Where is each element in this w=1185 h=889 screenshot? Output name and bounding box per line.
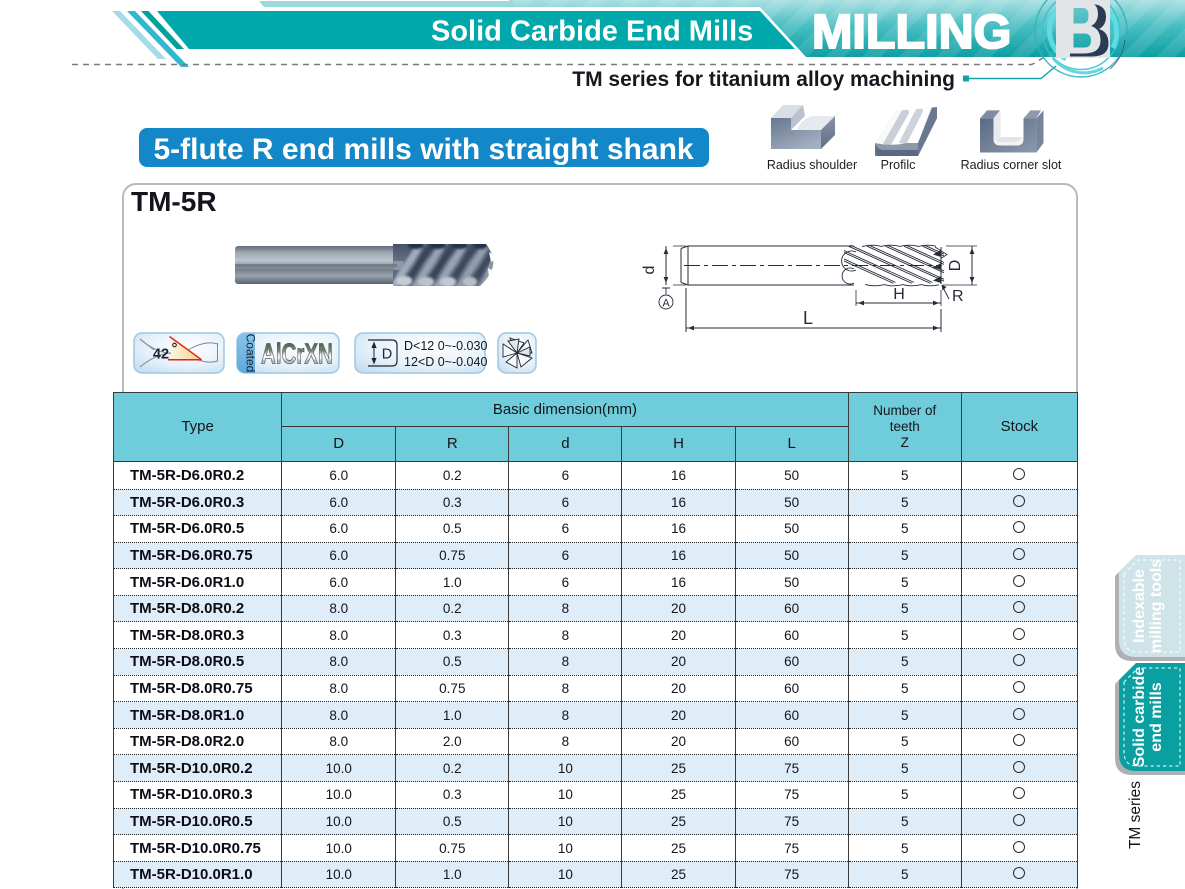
svg-text:A: A: [662, 298, 670, 310]
svg-text:TM series: TM series: [1127, 781, 1144, 849]
svg-text:AlCrXN: AlCrXN: [261, 339, 333, 370]
svg-text:MILLING: MILLING: [812, 5, 1011, 59]
svg-text:R: R: [952, 288, 964, 305]
svg-text:D<12 0~-0.030: D<12 0~-0.030: [404, 339, 487, 353]
svg-text:12<D 0~-0.040: 12<D 0~-0.040: [404, 355, 487, 369]
svg-text:42: 42: [153, 347, 169, 363]
svg-text:Indexable: Indexable: [1131, 569, 1148, 643]
svg-text:Radius corner slot: Radius corner slot: [961, 158, 1062, 172]
svg-text:milling tools: milling tools: [1148, 559, 1165, 653]
svg-text:D: D: [947, 260, 964, 272]
svg-text:Profilc: Profilc: [881, 158, 916, 172]
svg-text:L: L: [803, 308, 813, 328]
svg-text:D: D: [382, 347, 392, 363]
svg-text:d: d: [641, 266, 658, 275]
svg-text:Radius shoulder: Radius shoulder: [767, 158, 857, 172]
svg-text:H: H: [893, 286, 905, 303]
svg-text:Coated: Coated: [244, 334, 258, 373]
svg-text:Solid Carbide End Mills: Solid Carbide End Mills: [431, 16, 753, 48]
svg-text:end mills: end mills: [1148, 682, 1165, 751]
svg-text:Solid carbide: Solid carbide: [1131, 667, 1148, 768]
